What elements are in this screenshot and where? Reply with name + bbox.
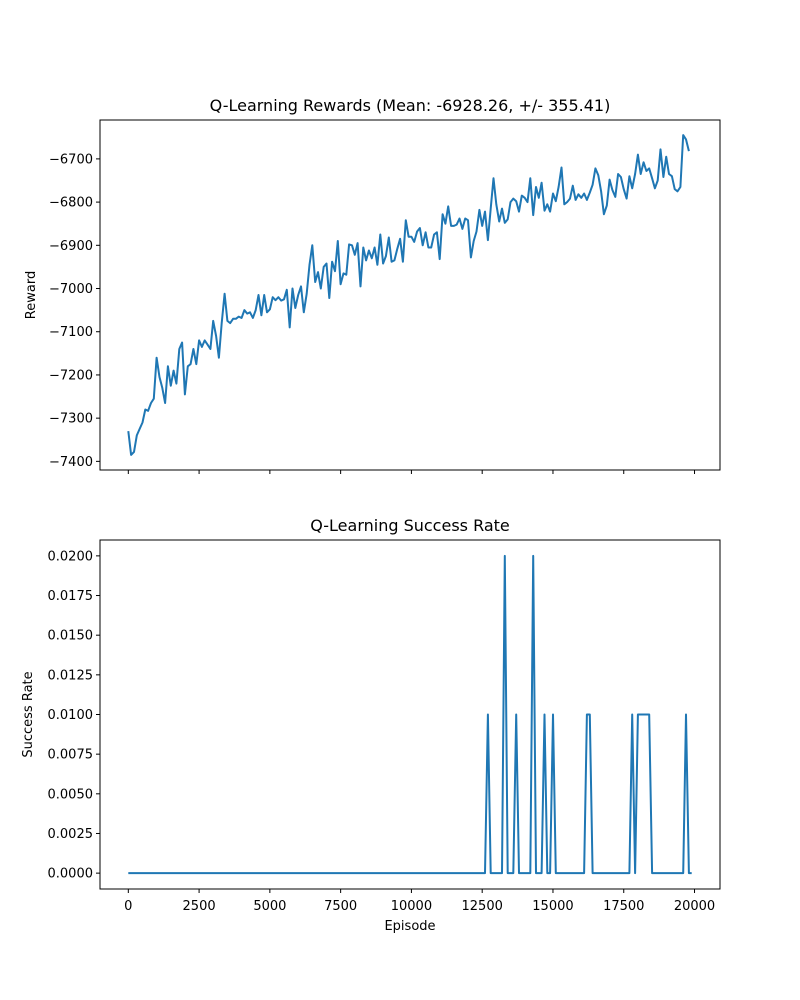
success-rate-y-tick-label: 0.0150 [48, 629, 94, 644]
success-rate-panel: Q-Learning Success Rate Success Rate Epi… [21, 516, 721, 934]
success-rate-x-tick-label: 2500 [183, 899, 216, 914]
success-rate-x-tick-label: 15000 [532, 899, 573, 914]
rewards-y-tick-label: −7300 [49, 412, 93, 427]
success-rate-x-tick-label: 17500 [603, 899, 644, 914]
rewards-y-axis-label: Reward [24, 271, 39, 319]
rewards-y-tick-label: −7400 [49, 455, 93, 470]
rewards-series-line [127, 134, 690, 456]
success-rate-x-tick-label: 5000 [253, 899, 286, 914]
success-rate-y-axis-label: Success Rate [21, 671, 36, 757]
success-rate-x-tick-label: 10000 [391, 899, 432, 914]
success-rate-x-tick-label: 7500 [324, 899, 357, 914]
success-rate-ticks: 0.0000 0.0025 0.0050 0.0075 0.0100 0.0125 0.01… [48, 549, 716, 914]
success-rate-x-tick-label: 20000 [674, 899, 715, 914]
success-rate-y-tick-label: 0.0175 [48, 589, 94, 604]
success-rate-x-tick-label: 0 [124, 899, 132, 914]
success-rate-y-tick-label: 0.0050 [48, 787, 94, 802]
success-rate-series-line [128, 554, 692, 875]
rewards-y-tick-label: −6700 [49, 152, 93, 167]
success-rate-y-tick-label: 0.0000 [48, 867, 94, 882]
rewards-chart-title: Q-Learning Rewards (Mean: -6928.26, +/- … [210, 96, 611, 115]
success-rate-x-tick-label: 12500 [462, 899, 503, 914]
rewards-y-tick-label: −6800 [49, 196, 93, 211]
episode-x-axis-label: Episode [384, 919, 435, 934]
rewards-panel: Q-Learning Rewards (Mean: -6928.26, +/- … [24, 96, 721, 474]
success-rate-plot-frame [99, 539, 721, 890]
rewards-y-tick-label: −7000 [49, 282, 93, 297]
success-rate-y-tick-label: 0.0100 [48, 708, 94, 723]
success-rate-chart-title: Q-Learning Success Rate [310, 516, 510, 535]
success-rate-y-tick-label: 0.0075 [48, 748, 94, 763]
rewards-ticks: −7400 −7300 −7200 −7100 −7000 −6900 −6800 −6700 [49, 152, 696, 474]
success-rate-y-tick-label: 0.0200 [48, 549, 94, 564]
success-rate-y-tick-label: 0.0025 [48, 827, 94, 842]
rewards-y-tick-label: −7100 [49, 325, 93, 340]
success-rate-y-tick-label: 0.0125 [48, 668, 94, 683]
rewards-y-tick-label: −7200 [49, 368, 93, 383]
rewards-y-tick-label: −6900 [49, 239, 93, 254]
rewards-plot-frame [99, 119, 721, 471]
